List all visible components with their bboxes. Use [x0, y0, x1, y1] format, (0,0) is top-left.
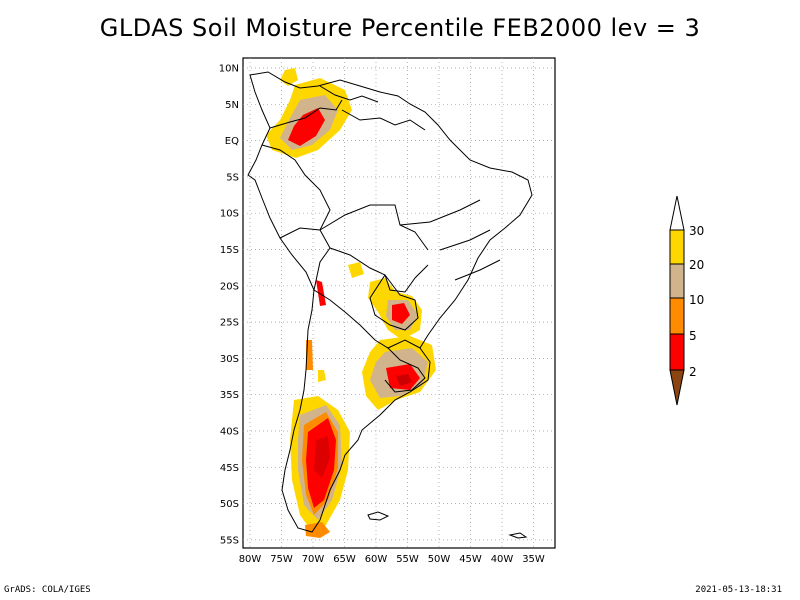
patch-chile-north-red — [316, 280, 326, 306]
latitude-tick-labels: 10N 5N EQ 5S 10S 15S 20S 25S 30S 35S 40S 45S 50S 55S — [219, 64, 239, 547]
lat-tick-label: 15S — [220, 245, 239, 256]
lon-tick-label: 70W — [302, 554, 325, 565]
lat-tick-label: 30S — [220, 354, 239, 365]
lat-tick-label: 10S — [220, 209, 239, 220]
longitude-tick-labels: 80W 75W 70W 65W 60W 55W 50W 45W 40W 35W — [239, 554, 545, 565]
soil-moisture-patches — [266, 68, 436, 538]
lat-tick-label: 40S — [220, 427, 239, 438]
border-paraguay — [369, 274, 419, 331]
colorbar-box-5-10 — [669, 297, 685, 335]
coastline-borders — [247, 71, 533, 539]
patch-argentina-mid-yellow — [318, 370, 326, 382]
patch-colombia-red — [288, 108, 325, 146]
border-argentina — [313, 289, 421, 349]
lon-tick-label: 60W — [365, 554, 388, 565]
lat-tick-label: 10N — [219, 64, 239, 75]
colorbar-label-5: 5 — [689, 329, 697, 343]
colorbar-box-10-20 — [669, 263, 685, 299]
patch-chile-mid-orange — [306, 340, 313, 370]
colorbar — [669, 195, 685, 406]
lon-tick-label: 80W — [239, 554, 262, 565]
colorbar-bottom-cap — [669, 369, 685, 406]
border-brazil-north — [341, 109, 426, 131]
lat-tick-label: 50S — [220, 499, 239, 510]
lon-tick-label: 40W — [491, 554, 514, 565]
lat-tick-label: EQ — [225, 136, 239, 147]
colorbar-labels: 30 20 10 5 2 — [689, 224, 704, 379]
lat-tick-label: 20S — [220, 281, 239, 292]
lat-tick-label: 45S — [220, 463, 239, 474]
border-venezuela — [319, 85, 379, 103]
lon-tick-label: 35W — [522, 554, 545, 565]
colorbar-box-2-5 — [669, 333, 685, 371]
border-bolivia — [329, 247, 429, 293]
falklands — [367, 511, 390, 521]
colorbar-label-2: 2 — [689, 365, 697, 379]
lat-tick-label: 55S — [220, 535, 239, 546]
colorbar-label-10: 10 — [689, 293, 704, 307]
lon-tick-label: 55W — [396, 554, 419, 565]
border-colombia — [269, 99, 343, 129]
patch-bolivia-yellow — [348, 262, 364, 278]
lon-tick-label: 50W — [428, 554, 451, 565]
patch-tierra-del-fuego — [305, 522, 330, 538]
patch-patagonia-red-dark — [314, 436, 330, 478]
lon-tick-label: 45W — [459, 554, 482, 565]
lon-tick-label: 75W — [270, 554, 293, 565]
patch-paraguay-red — [392, 303, 410, 324]
colorbar-top-cap — [669, 195, 685, 231]
border-brazil-states — [399, 199, 501, 281]
lat-tick-label: 25S — [220, 318, 239, 329]
lat-tick-label: 5N — [225, 100, 239, 111]
border-ecuador-peru — [261, 144, 331, 231]
patch-uruguay-red-inner — [396, 374, 412, 386]
continent-outline — [247, 71, 533, 533]
colorbar-label-30: 30 — [689, 224, 704, 238]
lat-tick-label: 35S — [220, 390, 239, 401]
border-andes — [279, 227, 331, 291]
colorbar-label-20: 20 — [689, 258, 704, 272]
border-brazil-west — [319, 204, 429, 251]
south-georgia — [508, 532, 528, 539]
footer-timestamp: 2021-05-13-18:31 — [695, 585, 782, 595]
colorbar-box-20-30 — [669, 229, 685, 265]
lon-tick-label: 65W — [333, 554, 356, 565]
lat-tick-label: 5S — [226, 172, 239, 183]
footer-credit: GrADS: COLA/IGES — [4, 585, 91, 595]
map-title: GLDAS Soil Moisture Percentile FEB2000 l… — [99, 14, 701, 42]
border-uruguay — [384, 347, 426, 393]
